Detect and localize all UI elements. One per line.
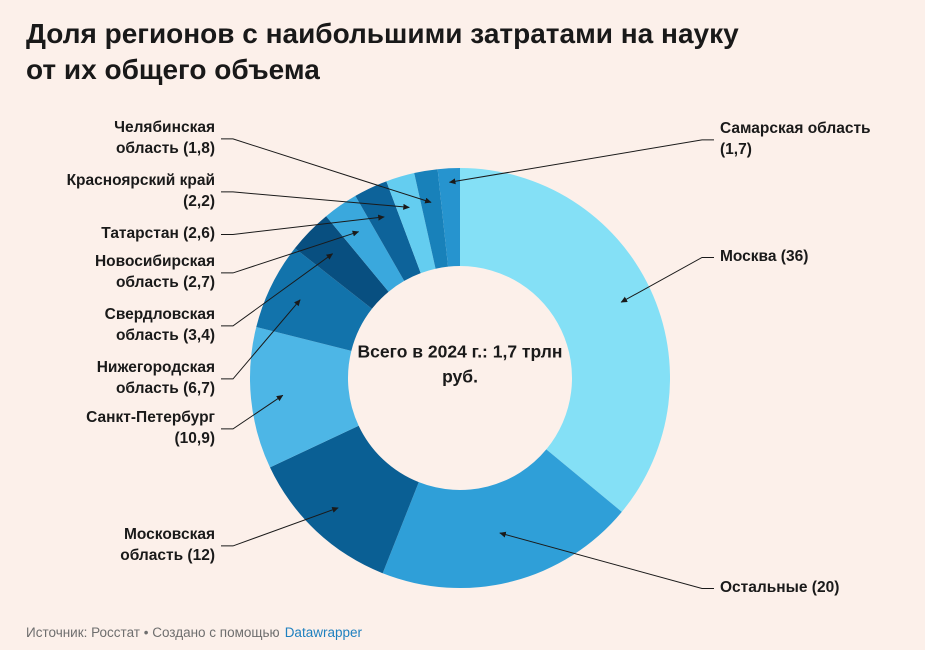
label-ostalnye: Остальные (20) bbox=[720, 579, 840, 596]
slice-novosibirskaya-oblast[interactable] bbox=[326, 195, 405, 292]
source-text: Источник: Росстат • Создано с помощью bbox=[26, 625, 280, 640]
leader-line-novosibirskaya-oblast bbox=[221, 230, 360, 274]
leader-line-samarskaya-oblast bbox=[449, 139, 714, 185]
leader-line-moskovskaya-oblast bbox=[221, 507, 339, 547]
leader-line-ostalnye bbox=[499, 531, 714, 589]
donut-center-label: Всего в 2024 г.: 1,7 трлн руб. bbox=[357, 341, 563, 387]
leader-line-sverdlovskaya-oblast bbox=[221, 253, 334, 327]
label-novosibirskaya-oblast: Новосибирская область (2,7) bbox=[94, 253, 215, 291]
leader-line-tatarstan bbox=[221, 214, 385, 235]
leader-lines bbox=[221, 138, 714, 589]
slice-tatarstan[interactable] bbox=[355, 181, 421, 281]
slice-moskovskaya-oblast[interactable] bbox=[269, 425, 419, 574]
slice-samarskaya-oblast[interactable] bbox=[437, 168, 460, 267]
chart-title: Доля регионов с наибольшими затратами на… bbox=[26, 16, 906, 87]
leader-line-sankt-peterburg bbox=[221, 394, 284, 430]
leader-line-nizhegorodskaya-oblast bbox=[221, 299, 301, 380]
label-samarskaya-oblast: Самарская область (1,7) bbox=[720, 120, 871, 158]
label-tatarstan: Татарстан (2,6) bbox=[101, 225, 215, 242]
label-krasnoyarskiy-kray: Красноярский край (2,2) bbox=[66, 172, 215, 210]
slice-ostalnye[interactable] bbox=[382, 449, 622, 588]
slice-krasnoyarskiy-kray[interactable] bbox=[386, 173, 436, 274]
label-moskovskaya-oblast: Московская область (12) bbox=[120, 526, 215, 564]
slice-moskva[interactable] bbox=[460, 168, 671, 512]
footer: Источник: Росстат • Создано с помощью Dat… bbox=[26, 625, 362, 640]
slice-nizhegorodskaya-oblast[interactable] bbox=[256, 248, 372, 351]
datawrapper-link[interactable]: Datawrapper bbox=[284, 625, 362, 640]
label-sankt-peterburg: Санкт-Петербург (10,9) bbox=[86, 409, 215, 447]
label-nizhegorodskaya-oblast: Нижегородская область (6,7) bbox=[96, 359, 215, 397]
slice-sankt-peterburg[interactable] bbox=[249, 327, 359, 468]
leader-line-chelyabinskaya-oblast bbox=[221, 138, 432, 204]
chart-title-line2: от их общего объема bbox=[26, 53, 320, 85]
label-sverdlovskaya-oblast: Свердловская область (3,4) bbox=[104, 306, 215, 344]
slice-sverdlovskaya-oblast[interactable] bbox=[294, 216, 389, 309]
leader-line-moskva bbox=[620, 256, 714, 303]
donut-slices bbox=[249, 168, 671, 588]
chart-title-line1: Доля регионов с наибольшими затратами на… bbox=[26, 18, 739, 49]
leader-line-krasnoyarskiy-kray bbox=[221, 191, 410, 210]
label-moskva: Москва (36) bbox=[720, 248, 809, 265]
label-chelyabinskaya-oblast: Челябинская область (1,8) bbox=[114, 119, 215, 157]
slice-chelyabinskaya-oblast[interactable] bbox=[414, 169, 449, 269]
